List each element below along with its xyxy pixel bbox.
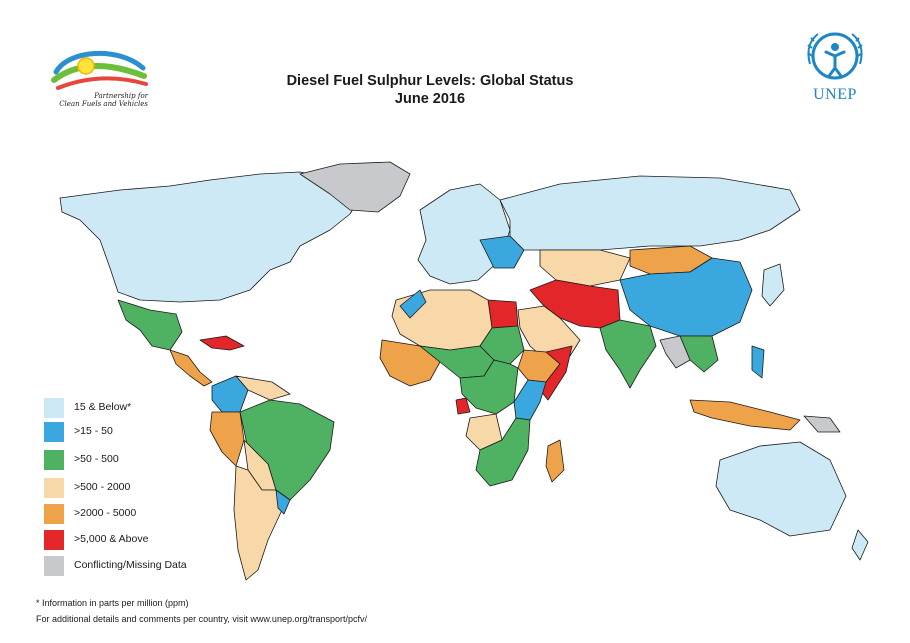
- region-china: [619, 257, 753, 337]
- region-mexico: [117, 299, 183, 351]
- region-morocco: [399, 289, 427, 319]
- unep-emblem-icon: [807, 32, 863, 80]
- legend-swatch: [44, 398, 64, 418]
- region-egypt: [487, 299, 519, 329]
- region-venezuela: [235, 375, 291, 401]
- footnote-details: For additional details and comments per …: [36, 614, 367, 624]
- legend-swatch: [44, 450, 64, 470]
- region-caribbean: [199, 335, 245, 351]
- legend-swatch: [44, 504, 64, 524]
- pcfv-text-line-1: Partnership for: [94, 92, 148, 100]
- world-map: [59, 161, 869, 581]
- legend-label: Conflicting/Missing Data: [74, 559, 187, 571]
- legend-item: >50 - 500: [44, 450, 264, 470]
- legend-label: >500 - 2000: [74, 481, 131, 493]
- legend-item: 15 & Below*: [44, 398, 264, 418]
- title-block: Diesel Fuel Sulphur Levels: Global Statu…: [260, 72, 600, 108]
- map-subtitle: June 2016: [394, 91, 466, 107]
- legend-swatch: [44, 530, 64, 550]
- legend-item: Conflicting/Missing Data: [44, 556, 264, 576]
- legend-item: >15 - 50: [44, 422, 264, 442]
- region-central-africa: [459, 359, 519, 415]
- region-east-europe: [479, 235, 525, 269]
- map-title: Diesel Fuel Sulphur Levels: Global Statu…: [286, 73, 574, 89]
- pcfv-text-line-2: Clean Fuels and Vehicles: [59, 100, 148, 108]
- region-myanmar: [659, 335, 691, 369]
- legend-label: >15 - 50: [74, 425, 113, 437]
- unep-logo-text: UNEP: [813, 86, 857, 103]
- region-russia: [499, 175, 801, 251]
- legend-label: >2000 - 5000: [74, 507, 137, 519]
- region-indonesia: [689, 399, 801, 431]
- footnote-units: * Information in parts per million (ppm): [36, 598, 189, 608]
- region-uruguay: [275, 489, 291, 515]
- legend-item: >500 - 2000: [44, 478, 264, 498]
- region-greenland: [299, 161, 411, 213]
- region-png: [803, 415, 841, 433]
- legend-swatch: [44, 478, 64, 498]
- region-philippines: [751, 345, 765, 379]
- legend-item: >5,000 & Above: [44, 530, 264, 550]
- region-southern-africa: [475, 417, 531, 487]
- legend-label: >50 - 500: [74, 453, 119, 465]
- region-madagascar: [545, 439, 565, 483]
- region-east-africa: [513, 379, 547, 421]
- region-somalia: [539, 345, 573, 401]
- legend-label: >5,000 & Above: [74, 533, 149, 545]
- region-japan: [761, 263, 785, 307]
- legend-swatch: [44, 422, 64, 442]
- region-north-africa: [391, 289, 493, 351]
- pcfv-logo: Partnership for Clean Fuels and Vehicles: [48, 42, 158, 114]
- region-india: [599, 319, 657, 389]
- region-new-zealand: [851, 529, 869, 561]
- legend-swatch: [44, 556, 64, 576]
- unep-logo: UNEP: [800, 26, 870, 108]
- pcfv-logo-icon: [51, 50, 148, 90]
- region-argentina: [233, 465, 283, 581]
- region-europe: [417, 183, 511, 285]
- region-australia: [715, 441, 847, 537]
- region-central-america: [169, 349, 213, 387]
- legend-item: >2000 - 5000: [44, 504, 264, 524]
- region-congo-red: [455, 397, 471, 415]
- region-north-america: [59, 171, 361, 303]
- region-central-asia: [539, 249, 631, 287]
- legend-label: 15 & Below*: [74, 401, 132, 413]
